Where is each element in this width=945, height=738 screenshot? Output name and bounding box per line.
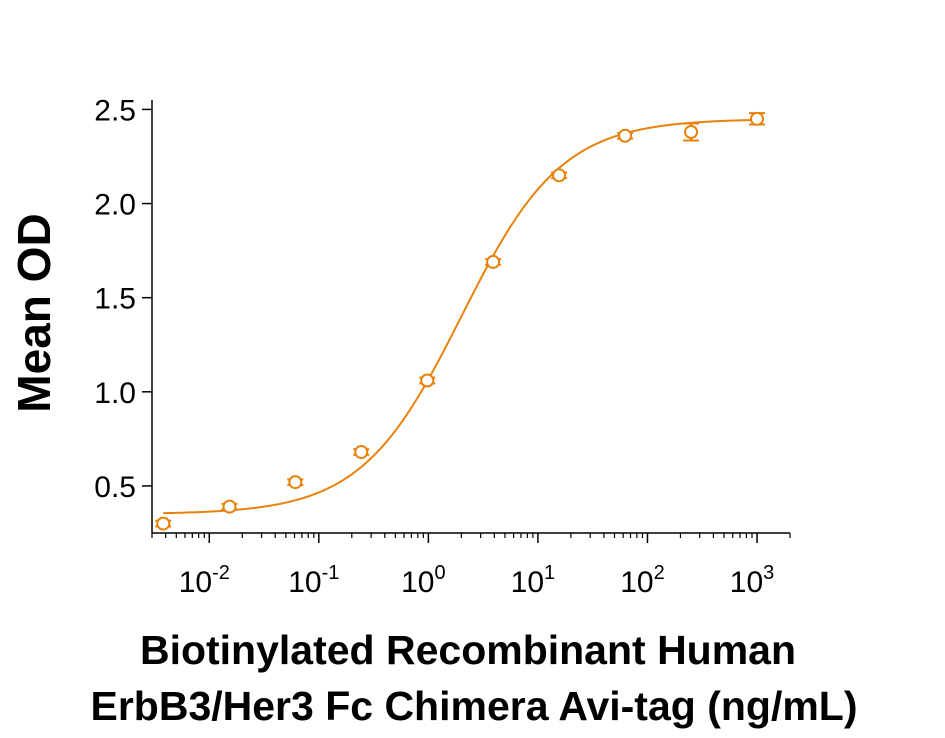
x-tick-label: 102: [620, 562, 665, 599]
data-point: [287, 475, 304, 490]
data-point: [485, 254, 502, 269]
x-axis-title-line2: ErbB3/Her3 Fc Chimera Avi-tag (ng/mL): [91, 683, 858, 729]
y-tick-label: 2.0: [94, 189, 136, 222]
y-tick-label: 0.5: [94, 471, 136, 504]
x-tick-label: 101: [511, 562, 556, 599]
y-tick-label: 1.0: [94, 377, 136, 410]
data-marker: [618, 128, 633, 143]
data-marker: [222, 499, 237, 514]
x-tick-label: 10-2: [179, 562, 230, 599]
data-marker: [354, 445, 369, 460]
data-point: [617, 128, 634, 143]
data-marker: [684, 125, 699, 140]
x-tick-label: 103: [730, 562, 775, 599]
y-tick-label: 2.5: [94, 94, 136, 127]
fit-curve-layer: [163, 118, 758, 515]
fit-curve: [163, 118, 758, 515]
y-axis: 0.5 1.0 1.5 2.0 2.5: [94, 94, 153, 533]
data-point: [353, 445, 370, 460]
data-points-layer: [155, 111, 766, 531]
data-marker: [420, 373, 435, 388]
data-point: [683, 122, 700, 142]
data-point: [155, 516, 172, 531]
x-axis-title-line1: Biotinylated Recombinant Human: [140, 627, 796, 673]
data-marker: [156, 516, 171, 531]
x-axis: 10-2 10-1 100 101 102 103: [151, 532, 791, 599]
x-tick-label: 100: [401, 562, 446, 599]
x-tick-label: 10-1: [288, 562, 339, 599]
y-axis-title: Mean OD: [8, 213, 60, 412]
data-point: [551, 168, 568, 183]
y-tick-label: 1.5: [94, 283, 136, 316]
data-point: [749, 111, 766, 126]
data-marker: [552, 168, 567, 183]
data-point: [419, 373, 436, 388]
data-marker: [288, 475, 303, 490]
data-point: [221, 499, 238, 514]
data-marker: [750, 111, 765, 126]
data-marker: [486, 254, 501, 269]
